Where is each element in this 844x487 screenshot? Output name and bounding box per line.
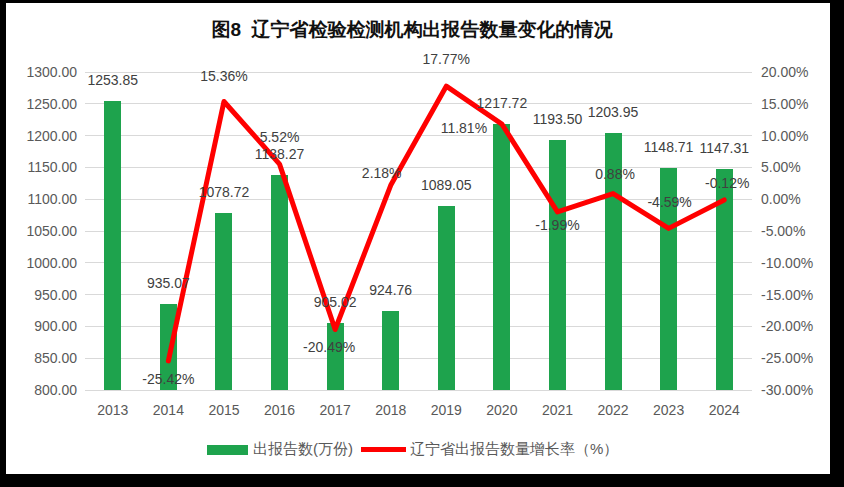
line-value-label: -4.59% [647,194,691,210]
bar-value-label: 1193.50 [533,111,583,127]
bar-value-label: 924.76 [369,282,412,298]
x-axis-label-2019: 2019 [431,402,462,418]
line-value-label: 0.88% [595,166,635,182]
legend-bar-swatch [207,445,248,455]
line-value-label: 2.18% [362,165,402,181]
legend-line-swatch [361,447,406,452]
legend-line-label: 辽宁省出报告数量增长率（%） [410,440,618,459]
line-value-label: -25.42% [142,371,194,387]
bar-value-label: 935.07 [147,275,190,291]
bar-value-label: 1078.72 [199,184,250,200]
x-axis-label-2014: 2014 [153,402,184,418]
line-value-label: 5.52% [260,129,300,145]
bar-value-label: 1217.72 [477,95,528,111]
x-axis-label-2013: 2013 [97,402,128,418]
x-axis-label-2015: 2015 [208,402,239,418]
bar-value-label: 1147.31 [699,140,749,156]
legend-bar-label: 出报告数(万份) [253,440,353,459]
line-value-label: -1.99% [535,217,579,233]
x-axis-label-2017: 2017 [320,402,351,418]
bar-value-label: 1138.27 [255,146,305,162]
x-axis-label-2021: 2021 [542,402,573,418]
x-axis-label-2018: 2018 [375,402,406,418]
bar-value-label: 1253.85 [87,72,138,88]
x-axis-label-2022: 2022 [597,402,628,418]
line-value-label: 15.36% [200,68,247,84]
x-axis-label-2023: 2023 [653,402,684,418]
chart-canvas: 图8 辽宁省检验检测机构出报告数量变化的情况 1300.001250.00120… [0,0,844,487]
line-value-label: 17.77% [423,51,470,67]
line-value-label: 11.81% [441,120,487,136]
bar-value-label: 1203.95 [588,104,639,120]
bar-value-label: 1148.71 [644,139,694,155]
x-axis-label-2024: 2024 [709,402,740,418]
bar-value-label: 1089.05 [421,177,472,193]
line-value-label: -0.12% [705,175,749,191]
x-axis-label-2020: 2020 [486,402,517,418]
x-axis-label-2016: 2016 [264,402,295,418]
bar-value-label: 905.02 [314,294,357,310]
legend: 出报告数(万份) 辽宁省出报告数量增长率（%） [207,440,618,459]
line-value-label: -20.49% [303,339,355,355]
